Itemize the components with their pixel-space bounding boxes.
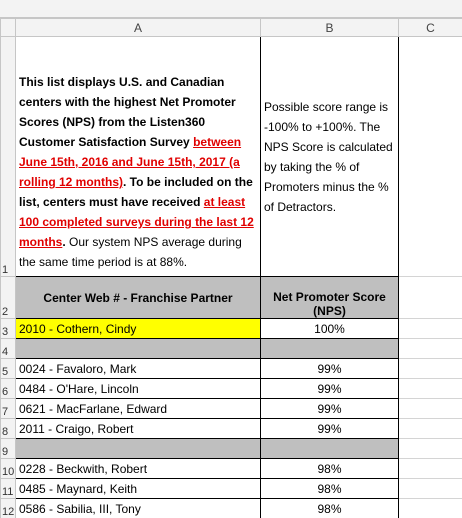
row-number[interactable]: 11	[0, 478, 16, 499]
row-number[interactable]: 12	[0, 498, 16, 518]
cell[interactable]: 0485 - Maynard, Keith	[15, 478, 261, 499]
row-number[interactable]: 4	[0, 338, 16, 359]
cell[interactable]: 99%	[260, 378, 399, 399]
description-cell[interactable]: This list displays U.S. and Canadian cen…	[15, 36, 261, 277]
cell[interactable]: 0024 - Favaloro, Mark	[15, 358, 261, 379]
cell[interactable]: 100%	[260, 318, 399, 339]
row-number[interactable]: 5	[0, 358, 16, 379]
row-number[interactable]: 10	[0, 458, 16, 479]
cell[interactable]	[398, 36, 462, 277]
highlight: between June 15th, 2016 and June 15th, 2…	[19, 135, 242, 189]
cell[interactable]: 0228 - Beckwith, Robert	[15, 458, 261, 479]
cell[interactable]: 2011 - Craigo, Robert	[15, 418, 261, 439]
cell[interactable]	[398, 338, 462, 359]
cell[interactable]	[398, 398, 462, 419]
column-header[interactable]: C	[398, 18, 462, 37]
text: .	[62, 235, 66, 249]
cell[interactable]	[398, 318, 462, 339]
row-number[interactable]: 6	[0, 378, 16, 399]
cell[interactable]	[15, 338, 261, 359]
highlight: at least 100 completed surveys during th…	[19, 195, 254, 249]
row-number[interactable]: 8	[0, 418, 16, 439]
cell[interactable]: 99%	[260, 358, 399, 379]
cell[interactable]: 98%	[260, 458, 399, 479]
cell[interactable]	[398, 438, 462, 459]
cell[interactable]: 2010 - Cothern, Cindy	[15, 318, 261, 339]
header-cell[interactable]: Net Promoter Score (NPS)	[260, 276, 399, 319]
cell[interactable]: 0484 - O'Hare, Lincoln	[15, 378, 261, 399]
text: Our system NPS average during the same t…	[19, 235, 242, 269]
cell[interactable]	[260, 438, 399, 459]
cell[interactable]: 99%	[260, 398, 399, 419]
row-number[interactable]: 9	[0, 438, 16, 459]
cell[interactable]	[398, 378, 462, 399]
cell[interactable]	[398, 458, 462, 479]
column-header[interactable]: B	[260, 18, 399, 37]
row-number[interactable]: 1	[0, 36, 16, 277]
row-number[interactable]: 3	[0, 318, 16, 339]
row-number[interactable]: 7	[0, 398, 16, 419]
cell[interactable]	[398, 478, 462, 499]
cell[interactable]: 99%	[260, 418, 399, 439]
cell[interactable]	[15, 438, 261, 459]
row-number[interactable]: 2	[0, 276, 16, 319]
cell[interactable]: 98%	[260, 498, 399, 518]
header-cell[interactable]: Center Web # - Franchise Partner	[15, 276, 261, 319]
cell[interactable]: 98%	[260, 478, 399, 499]
cell[interactable]	[260, 338, 399, 359]
cell[interactable]	[398, 276, 462, 319]
sheet: A B C 1 This list displays U.S. and Cana…	[0, 18, 462, 518]
column-header[interactable]: A	[15, 18, 261, 37]
formula-bar	[0, 0, 462, 18]
cell[interactable]	[398, 358, 462, 379]
cell[interactable]: 0586 - Sabilia, III, Tony	[15, 498, 261, 518]
text: This list displays U.S. and Canadian cen…	[19, 75, 236, 149]
text: . To be included on the list, centers mu…	[19, 175, 253, 209]
note-cell[interactable]: Possible score range is -100% to +100%. …	[260, 36, 399, 277]
cell[interactable]: 0621 - MacFarlane, Edward	[15, 398, 261, 419]
corner[interactable]	[0, 18, 16, 37]
cell[interactable]	[398, 418, 462, 439]
cell[interactable]	[398, 498, 462, 518]
